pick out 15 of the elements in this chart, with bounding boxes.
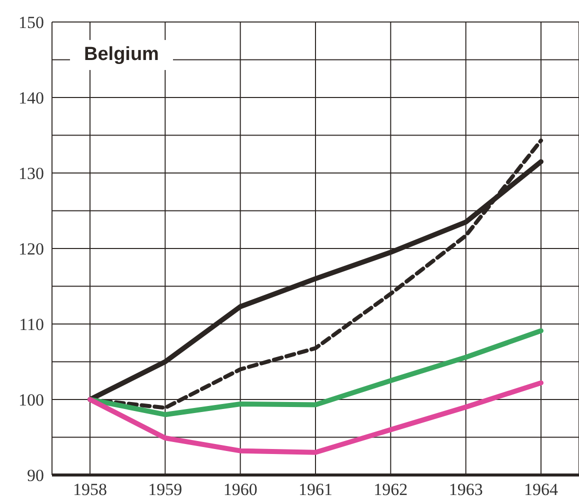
text: Belgium [70, 40, 173, 70]
x-tick-label: 1960 [223, 480, 258, 500]
x-tick-label: 1962 [374, 480, 408, 500]
y-tick-label: 90 [27, 466, 44, 486]
x-tick-label: 1959 [148, 480, 182, 500]
y-tick-label: 120 [18, 240, 44, 259]
x-tick-label: 1958 [73, 480, 107, 500]
y-tick-label: 130 [18, 164, 44, 184]
y-tick-label: 100 [18, 390, 44, 410]
y-tick-label: 110 [19, 315, 44, 334]
y-tick-label: 140 [18, 88, 44, 108]
x-tick-label: 1964 [524, 480, 558, 500]
x-tick-label: 1963 [448, 480, 483, 500]
y-tick-label: 150 [18, 13, 44, 32]
x-tick-label: 1961 [298, 480, 332, 500]
